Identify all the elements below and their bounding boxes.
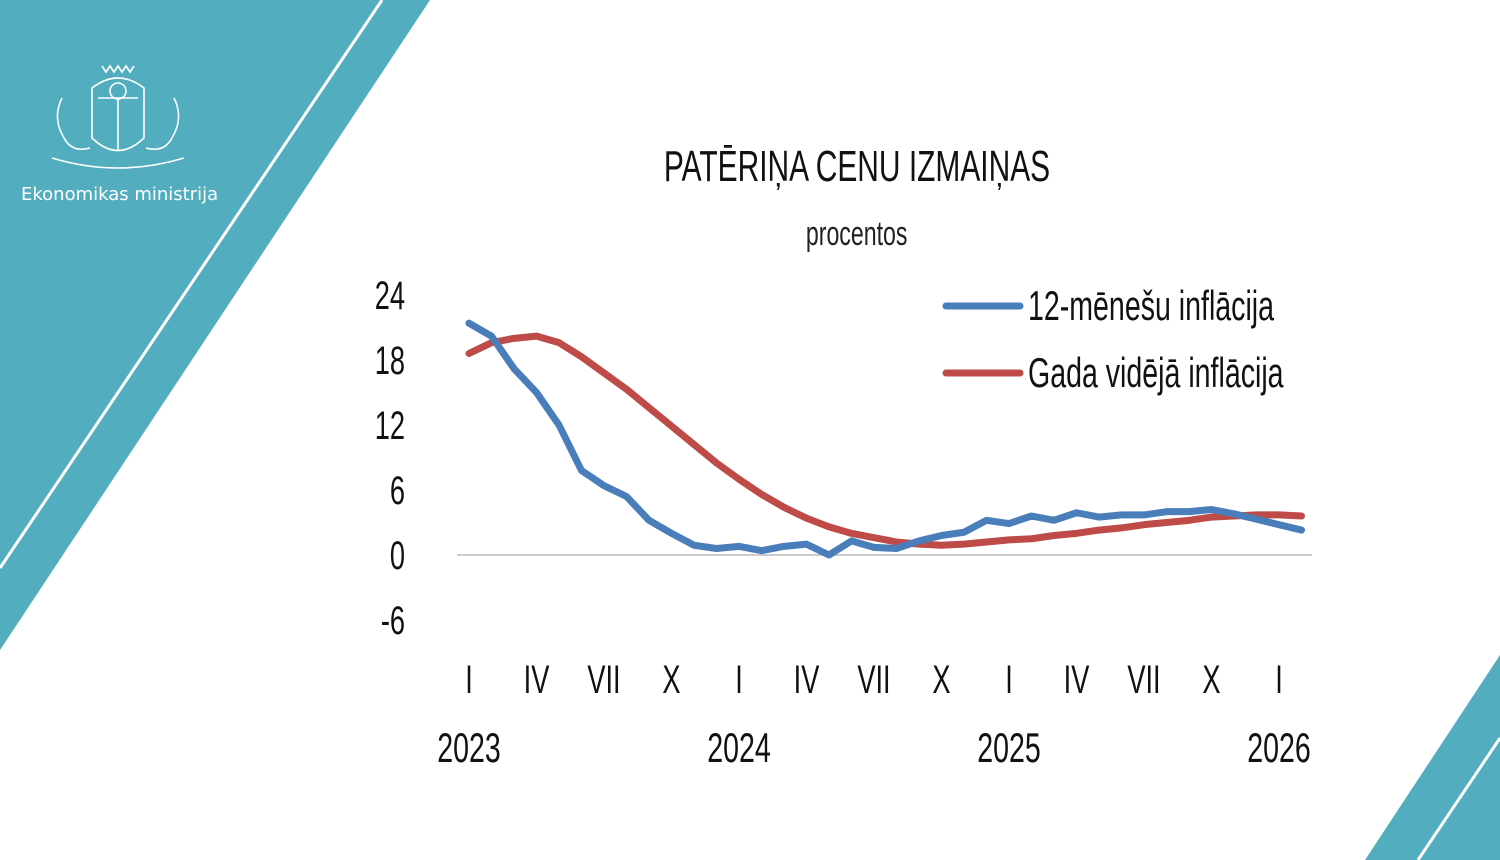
year-label: 2023: [437, 723, 501, 771]
legend-label: Gada vidējā inflācija: [1028, 348, 1284, 396]
x-tick-label: X: [1202, 658, 1220, 702]
legend-label: 12-mēnešu inflācija: [1028, 281, 1274, 329]
right-white-stripe: [1416, 737, 1500, 860]
coat-of-arms-logo: [51, 64, 185, 169]
x-tick-label: I: [465, 658, 473, 702]
ministry-name: Ekonomikas ministrija: [21, 184, 219, 205]
year-label: 2025: [977, 723, 1041, 771]
y-tick-label: 24: [375, 274, 405, 318]
x-tick-label: IV: [1064, 658, 1090, 702]
chart-title: PATĒRIŅA CENU IZMAIŅAS: [663, 142, 1051, 191]
y-tick-label: 18: [375, 339, 405, 383]
x-tick-label: I: [1275, 658, 1283, 702]
x-tick-label: I: [735, 658, 743, 702]
year-label: 2024: [707, 723, 771, 771]
series-line: [465, 332, 1305, 549]
x-tick-label: X: [662, 658, 680, 702]
x-tick-label: VII: [587, 658, 620, 702]
y-tick-label: 0: [390, 534, 405, 578]
y-tick-label: 6: [390, 469, 405, 513]
right-teal-corner: [1365, 655, 1500, 860]
x-tick-label: IV: [524, 658, 550, 702]
year-label: 2026: [1247, 723, 1311, 771]
y-tick-label: 12: [375, 404, 405, 448]
series-line: [465, 319, 1305, 559]
left-teal-band: [0, 0, 430, 650]
left-white-stripe: [0, 0, 384, 569]
y-tick-label: -6: [381, 599, 405, 643]
x-tick-label: VII: [857, 658, 890, 702]
x-tick-label: VII: [1127, 658, 1160, 702]
x-tick-label: IV: [794, 658, 820, 702]
x-tick-label: X: [932, 658, 950, 702]
chart-subtitle: procentos: [806, 215, 908, 253]
x-tick-label: I: [1005, 658, 1013, 702]
